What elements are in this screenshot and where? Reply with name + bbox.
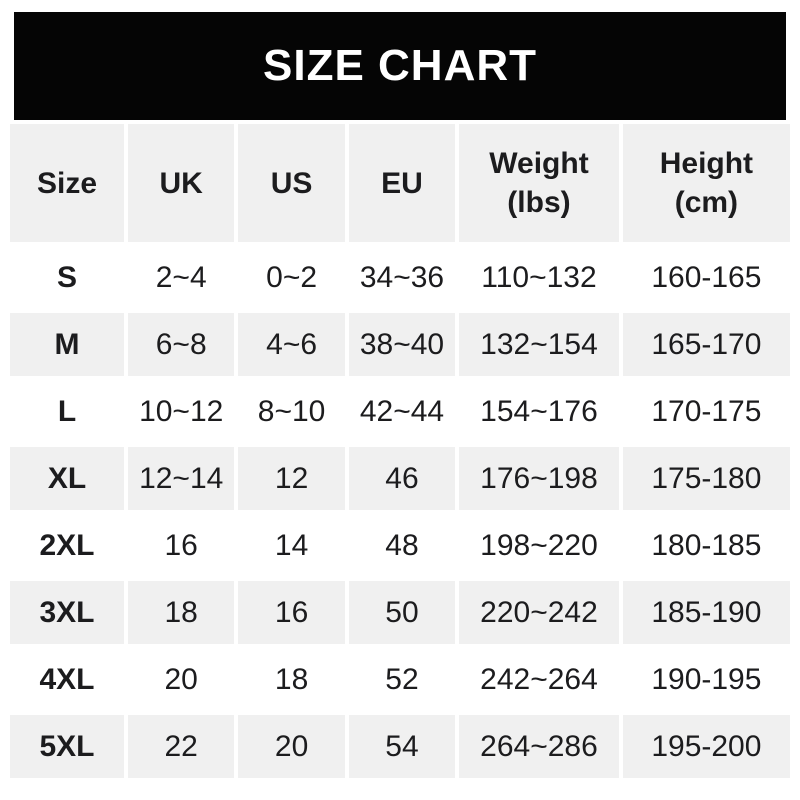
table-row-s: S 2~4 0~2 34~36 110~132 160-165	[10, 246, 790, 309]
col-header-eu: EU	[348, 124, 456, 242]
cell-eu: 38~40	[348, 313, 456, 376]
cell-eu: 48	[348, 514, 456, 577]
cell-uk: 20	[128, 648, 235, 711]
col-header-size: Size	[10, 124, 124, 242]
cell-uk: 2~4	[128, 246, 235, 309]
cell-us: 12	[238, 447, 345, 510]
cell-height: 180-185	[622, 514, 790, 577]
cell-weight: 220~242	[459, 581, 619, 644]
cell-us: 14	[238, 514, 345, 577]
cell-weight: 264~286	[459, 715, 619, 778]
cell-uk: 10~12	[128, 380, 235, 443]
banner: SIZE CHART	[14, 12, 786, 120]
cell-height: 175-180	[622, 447, 790, 510]
cell-size: 3XL	[10, 581, 124, 644]
cell-eu: 54	[348, 715, 456, 778]
col-header-height: Height (cm)	[622, 124, 790, 242]
cell-us: 18	[238, 648, 345, 711]
banner-title: SIZE CHART	[263, 41, 537, 90]
cell-eu: 34~36	[348, 246, 456, 309]
table-row-4xl: 4XL 20 18 52 242~264 190-195	[10, 648, 790, 711]
col-header-weight: Weight (lbs)	[459, 124, 619, 242]
cell-weight: 110~132	[459, 246, 619, 309]
cell-size: XL	[10, 447, 124, 510]
table-row-2xl: 2XL 16 14 48 198~220 180-185	[10, 514, 790, 577]
cell-height: 170-175	[622, 380, 790, 443]
cell-us: 4~6	[238, 313, 345, 376]
cell-size: L	[10, 380, 124, 443]
cell-uk: 22	[128, 715, 235, 778]
cell-uk: 16	[128, 514, 235, 577]
col-header-us: US	[238, 124, 345, 242]
cell-us: 0~2	[238, 246, 345, 309]
cell-size: 2XL	[10, 514, 124, 577]
cell-us: 16	[238, 581, 345, 644]
cell-size: 4XL	[10, 648, 124, 711]
table-row-m: M 6~8 4~6 38~40 132~154 165-170	[10, 313, 790, 376]
size-chart-table: Size UK US EU Weight (lbs) Height (cm) S…	[6, 120, 794, 782]
col-header-uk: UK	[128, 124, 235, 242]
cell-weight: 132~154	[459, 313, 619, 376]
cell-height: 160-165	[622, 246, 790, 309]
cell-eu: 42~44	[348, 380, 456, 443]
cell-uk: 6~8	[128, 313, 235, 376]
table-row-5xl: 5XL 22 20 54 264~286 195-200	[10, 715, 790, 778]
cell-weight: 154~176	[459, 380, 619, 443]
cell-size: S	[10, 246, 124, 309]
cell-weight: 198~220	[459, 514, 619, 577]
cell-uk: 18	[128, 581, 235, 644]
cell-us: 20	[238, 715, 345, 778]
cell-eu: 46	[348, 447, 456, 510]
cell-height: 190-195	[622, 648, 790, 711]
cell-eu: 52	[348, 648, 456, 711]
cell-eu: 50	[348, 581, 456, 644]
cell-size: M	[10, 313, 124, 376]
cell-height: 185-190	[622, 581, 790, 644]
cell-us: 8~10	[238, 380, 345, 443]
table-row-3xl: 3XL 18 16 50 220~242 185-190	[10, 581, 790, 644]
cell-height: 165-170	[622, 313, 790, 376]
table-header-row: Size UK US EU Weight (lbs) Height (cm)	[10, 124, 790, 242]
cell-size: 5XL	[10, 715, 124, 778]
cell-weight: 242~264	[459, 648, 619, 711]
table-row-l: L 10~12 8~10 42~44 154~176 170-175	[10, 380, 790, 443]
table-row-xl: XL 12~14 12 46 176~198 175-180	[10, 447, 790, 510]
cell-uk: 12~14	[128, 447, 235, 510]
cell-height: 195-200	[622, 715, 790, 778]
cell-weight: 176~198	[459, 447, 619, 510]
